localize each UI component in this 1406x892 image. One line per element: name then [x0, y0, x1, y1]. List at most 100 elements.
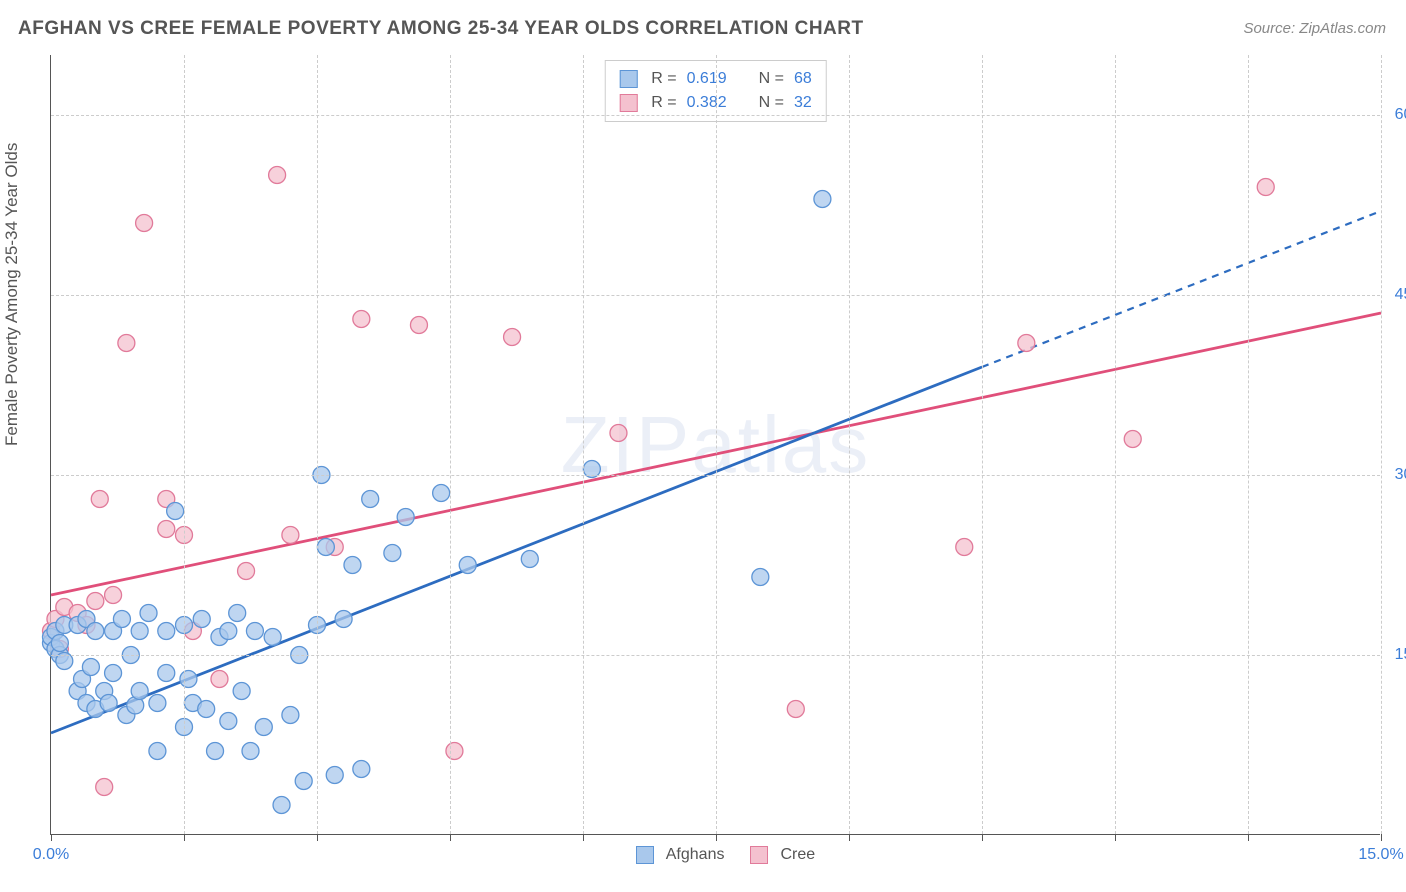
data-point — [238, 563, 255, 580]
data-point — [255, 719, 272, 736]
data-point — [1257, 179, 1274, 196]
data-point — [344, 557, 361, 574]
n-value: 32 — [794, 91, 812, 115]
data-point — [211, 671, 228, 688]
y-tick-label: 45.0% — [1395, 286, 1406, 304]
data-point — [158, 521, 175, 538]
y-tick-label: 60.0% — [1395, 106, 1406, 124]
v-gridline — [450, 55, 451, 834]
data-point — [353, 761, 370, 778]
n-label: N = — [759, 91, 784, 115]
data-point — [326, 767, 343, 784]
data-point — [87, 593, 104, 610]
data-point — [335, 611, 352, 628]
chart-container: AFGHAN VS CREE FEMALE POVERTY AMONG 25-3… — [0, 0, 1406, 892]
x-tick-label: 0.0% — [33, 846, 69, 864]
data-point — [317, 539, 334, 556]
legend-label: Cree — [780, 846, 815, 864]
data-point — [752, 569, 769, 586]
v-gridline — [583, 55, 584, 834]
chart-title: AFGHAN VS CREE FEMALE POVERTY AMONG 25-3… — [18, 18, 864, 40]
legend-swatch — [619, 70, 637, 88]
data-point — [362, 491, 379, 508]
plot-area: ZIPatlas R =0.619N =68R =0.382N =32 Afgh… — [50, 55, 1380, 835]
data-point — [956, 539, 973, 556]
x-tick — [317, 834, 318, 841]
data-point — [264, 629, 281, 646]
data-point — [410, 317, 427, 334]
x-tick-label: 15.0% — [1358, 846, 1403, 864]
r-value: 0.382 — [687, 91, 727, 115]
v-gridline — [1248, 55, 1249, 834]
y-tick-label: 15.0% — [1395, 646, 1406, 664]
data-point — [521, 551, 538, 568]
data-point — [1124, 431, 1141, 448]
x-tick — [51, 834, 52, 841]
legend-item: Cree — [750, 846, 815, 864]
data-point — [282, 707, 299, 724]
x-tick — [849, 834, 850, 841]
trend-line-dash-afghans — [982, 211, 1381, 367]
data-point — [149, 695, 166, 712]
data-point — [167, 503, 184, 520]
data-point — [273, 797, 290, 814]
data-point — [207, 743, 224, 760]
data-point — [198, 701, 215, 718]
data-point — [105, 587, 122, 604]
data-point — [295, 773, 312, 790]
data-point — [229, 605, 246, 622]
v-gridline — [184, 55, 185, 834]
data-point — [105, 665, 122, 682]
data-point — [149, 743, 166, 760]
data-point — [131, 623, 148, 640]
data-point — [100, 695, 117, 712]
data-point — [131, 683, 148, 700]
r-label: R = — [651, 67, 676, 91]
v-gridline — [1115, 55, 1116, 834]
source-label: Source: ZipAtlas.com — [1243, 20, 1386, 37]
legend-swatch — [750, 846, 768, 864]
data-point — [787, 701, 804, 718]
legend-swatch — [636, 846, 654, 864]
data-point — [158, 665, 175, 682]
n-label: N = — [759, 67, 784, 91]
data-point — [87, 623, 104, 640]
data-point — [610, 425, 627, 442]
y-tick-label: 30.0% — [1395, 466, 1406, 484]
data-point — [459, 557, 476, 574]
data-point — [136, 215, 153, 232]
data-point — [246, 623, 263, 640]
data-point — [180, 671, 197, 688]
x-tick — [1115, 834, 1116, 841]
data-point — [158, 623, 175, 640]
data-point — [220, 623, 237, 640]
data-point — [397, 509, 414, 526]
data-point — [51, 635, 68, 652]
data-point — [446, 743, 463, 760]
data-point — [384, 545, 401, 562]
data-point — [118, 335, 135, 352]
x-tick — [982, 834, 983, 841]
data-point — [82, 659, 99, 676]
data-point — [282, 527, 299, 544]
data-point — [96, 779, 113, 796]
data-point — [140, 605, 157, 622]
legend-categories: Afghans Cree — [636, 846, 815, 864]
v-gridline — [317, 55, 318, 834]
v-gridline — [849, 55, 850, 834]
x-tick — [450, 834, 451, 841]
r-value: 0.619 — [687, 67, 727, 91]
data-point — [1018, 335, 1035, 352]
data-point — [242, 743, 259, 760]
data-point — [193, 611, 210, 628]
x-tick — [1248, 834, 1249, 841]
legend-item: Afghans — [636, 846, 725, 864]
legend-label: Afghans — [666, 846, 725, 864]
x-tick — [583, 834, 584, 841]
data-point — [433, 485, 450, 502]
v-gridline — [982, 55, 983, 834]
x-tick — [1381, 834, 1382, 841]
x-tick — [716, 834, 717, 841]
data-point — [113, 611, 130, 628]
data-point — [353, 311, 370, 328]
